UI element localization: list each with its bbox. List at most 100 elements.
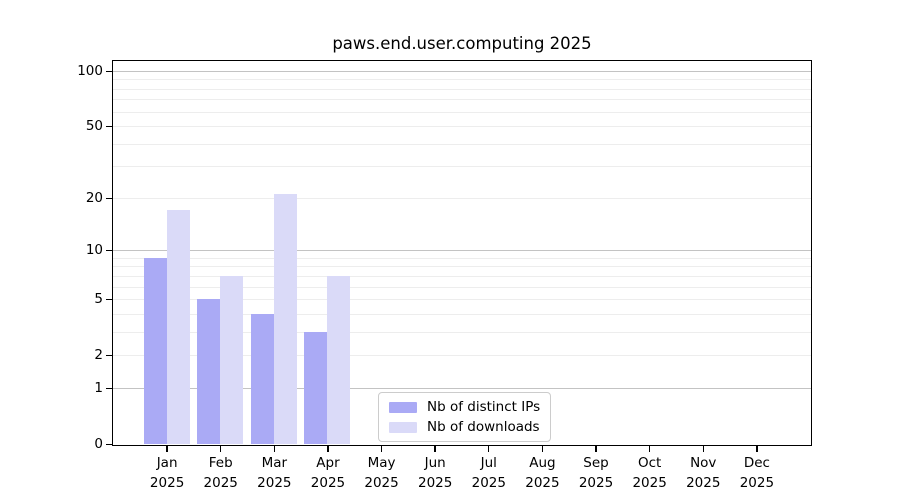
bar-jan-downloads: [166, 210, 190, 444]
x-tick-label-nov: Nov 2025: [668, 453, 738, 494]
x-tick-year: 2025: [739, 475, 775, 492]
x-tick-year: 2025: [686, 475, 721, 492]
x-tick-mark: [756, 446, 758, 452]
x-tick-label-sep: Sep 2025: [561, 453, 631, 494]
bar-jan-ips: [143, 257, 167, 444]
x-tick-year: 2025: [418, 475, 453, 492]
x-tick-month: Jul: [480, 455, 497, 471]
x-tick-month: Mar: [261, 455, 288, 471]
x-tick-label-jul: Jul 2025: [454, 453, 524, 494]
x-tick-month: Feb: [208, 455, 233, 471]
bar-apr-downloads: [327, 275, 351, 444]
y-tick-mark: [106, 387, 112, 390]
legend-row: Nb of distinct IPs: [389, 399, 540, 415]
x-tick-year: 2025: [471, 475, 506, 492]
x-tick-label-mar: Mar 2025: [239, 453, 309, 494]
plot-area: [112, 60, 812, 446]
x-tick-month: Jun: [424, 455, 446, 471]
downloads-swatch-icon: [389, 421, 417, 433]
bar-feb-ips: [197, 299, 221, 444]
gridline-minor: [113, 355, 811, 357]
x-tick-label-oct: Oct 2025: [615, 453, 685, 494]
y-tick-mark: [106, 70, 112, 73]
legend-label-distinct-ips: Nb of distinct IPs: [427, 399, 541, 415]
x-tick-mark: [648, 446, 651, 452]
gridline-minor: [113, 313, 811, 315]
legend-row: Nb of downloads: [389, 419, 540, 435]
x-tick-mark: [488, 446, 490, 452]
y-tick-mark: [106, 197, 112, 200]
y-tick-label: 20: [85, 189, 103, 206]
gridline-minor: [113, 299, 811, 301]
x-tick-year: 2025: [149, 475, 185, 492]
x-tick-label-jan: Jan 2025: [132, 453, 202, 494]
x-tick-year: 2025: [257, 475, 292, 492]
plot-inner: [113, 61, 811, 445]
x-tick-year: 2025: [578, 475, 614, 492]
gridline-major: [113, 387, 811, 389]
y-tick-mark: [106, 126, 112, 128]
gridline-minor: [113, 88, 811, 90]
y-tick-label: 10: [85, 242, 103, 259]
x-tick-mark: [380, 446, 383, 452]
x-tick-month: May: [367, 455, 396, 471]
y-tick-label: 50: [85, 118, 103, 135]
bar-mar-downloads: [273, 194, 297, 444]
x-tick-mark: [327, 446, 329, 452]
gridline-minor: [113, 257, 811, 259]
x-tick-mark: [595, 446, 597, 452]
bar-feb-downloads: [220, 275, 244, 444]
x-tick-month: Sep: [583, 455, 609, 471]
x-tick-month: Aug: [529, 455, 556, 471]
gridline-minor: [113, 111, 811, 113]
gridline-minor: [113, 143, 811, 145]
y-tick-label: 0: [94, 436, 103, 452]
x-tick-label-may: May 2025: [347, 453, 417, 494]
legend: Nb of distinct IPs Nb of downloads: [378, 392, 552, 442]
x-tick-month: Oct: [637, 455, 662, 471]
gridline-major: [113, 71, 811, 72]
y-tick-mark: [106, 355, 112, 357]
gridline-minor: [113, 126, 811, 128]
x-tick-mark: [166, 446, 168, 452]
x-tick-label-aug: Aug 2025: [507, 453, 577, 494]
y-tick-mark: [106, 298, 112, 301]
x-tick-month: Jan: [156, 455, 178, 471]
x-tick-month: Apr: [316, 455, 340, 471]
y-tick-label: 1: [94, 379, 103, 396]
gridline-minor: [113, 331, 811, 333]
x-tick-mark: [434, 446, 436, 452]
y-tick-label: 5: [94, 291, 103, 308]
x-tick-month: Nov: [690, 455, 717, 471]
x-tick-month: Dec: [743, 455, 770, 471]
x-tick-label-dec: Dec 2025: [722, 453, 792, 494]
x-tick-year: 2025: [632, 475, 667, 492]
x-tick-label-jun: Jun 2025: [400, 453, 470, 494]
gridline-minor: [113, 275, 811, 277]
x-tick-mark: [220, 446, 222, 452]
bar-apr-ips: [304, 331, 328, 444]
x-tick-mark: [702, 446, 704, 452]
chart-title: paws.end.user.computing 2025: [332, 34, 592, 53]
gridline-minor: [113, 79, 811, 81]
x-tick-year: 2025: [364, 475, 399, 492]
gridline-minor: [113, 286, 811, 288]
x-tick-year: 2025: [525, 475, 560, 492]
y-tick-mark: [106, 249, 112, 252]
gridline-minor: [113, 166, 811, 168]
gridline-minor: [113, 266, 811, 268]
gridline-minor: [113, 99, 811, 101]
x-tick-mark: [541, 446, 544, 452]
x-tick-label-apr: Apr 2025: [293, 453, 363, 494]
gridline-minor: [113, 197, 811, 199]
distinct-ips-swatch-icon: [389, 401, 417, 413]
gridline-major: [113, 250, 811, 252]
y-tick-label: 100: [77, 63, 103, 79]
x-tick-mark: [273, 446, 276, 452]
x-tick-year: 2025: [310, 475, 346, 492]
bar-mar-ips: [250, 313, 274, 444]
y-tick-label: 2: [94, 347, 103, 364]
y-tick-mark: [106, 443, 112, 446]
legend-label-downloads: Nb of downloads: [427, 419, 540, 435]
